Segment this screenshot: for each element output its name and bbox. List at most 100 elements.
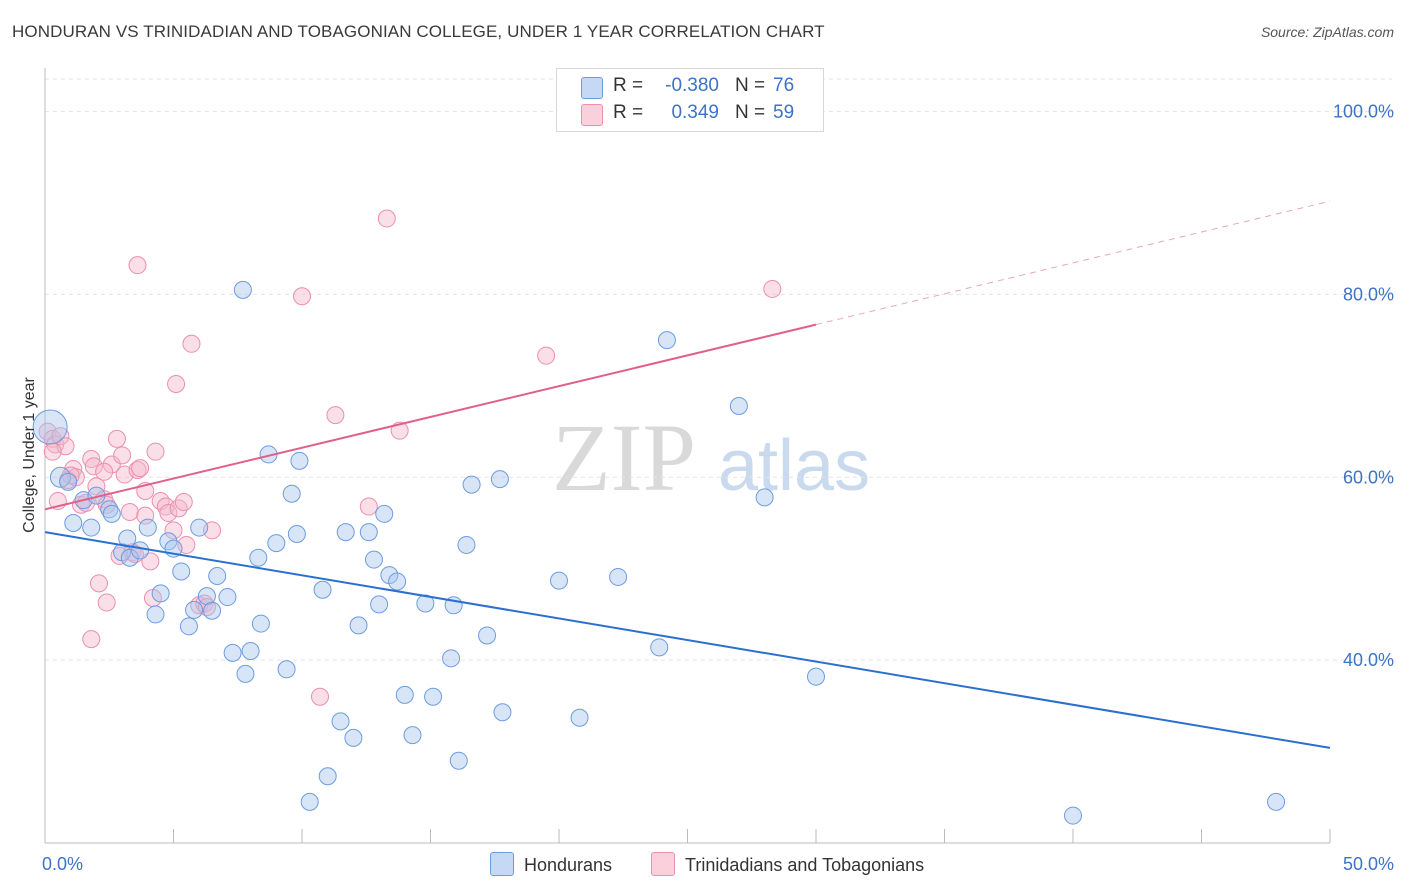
legend-n-label: N = xyxy=(735,102,766,123)
bottom-swatch-pink xyxy=(651,852,675,876)
trinidadian-points xyxy=(38,209,782,706)
data-point-honduran xyxy=(233,280,252,299)
data-point-trinidadian xyxy=(84,457,103,476)
legend-r-value: -0.380 xyxy=(665,75,719,96)
data-point-trinidadian xyxy=(537,346,556,365)
data-point-honduran xyxy=(313,580,332,599)
legend-r-value: 0.349 xyxy=(671,102,719,123)
legend-r-label: R = xyxy=(613,75,644,96)
data-point-honduran xyxy=(138,518,157,537)
data-point-honduran xyxy=(380,566,399,585)
watermark-zip: ZIP xyxy=(552,404,696,511)
data-point-honduran xyxy=(462,475,481,494)
data-point-honduran xyxy=(349,616,368,635)
legend-swatch-pink xyxy=(581,104,603,126)
data-point-honduran xyxy=(359,523,378,542)
data-point-honduran xyxy=(32,409,68,445)
data-point-honduran xyxy=(370,595,389,614)
legend-n-value: 76 xyxy=(773,75,795,96)
y-tick-label: 60.0% xyxy=(1343,467,1394,487)
data-point-honduran xyxy=(267,534,286,553)
bottom-legend-label: Hondurans xyxy=(524,855,613,875)
data-point-honduran xyxy=(236,664,255,683)
data-point-honduran xyxy=(657,331,676,350)
data-point-trinidadian xyxy=(174,492,193,511)
data-point-honduran xyxy=(218,588,237,607)
data-point-honduran xyxy=(64,514,83,532)
chart-title: HONDURAN VS TRINIDADIAN AND TOBAGONIAN C… xyxy=(12,22,825,41)
data-point-honduran xyxy=(550,571,568,590)
data-point-trinidadian xyxy=(82,450,101,468)
data-point-honduran xyxy=(416,594,435,613)
data-point-honduran xyxy=(82,518,101,537)
data-point-trinidadian xyxy=(167,375,186,394)
data-point-honduran xyxy=(287,524,306,543)
data-point-trinidadian xyxy=(141,552,160,571)
data-point-honduran xyxy=(146,605,165,624)
data-point-honduran xyxy=(1064,806,1082,825)
honduran-points xyxy=(32,280,1286,825)
data-point-trinidadian xyxy=(159,503,178,522)
data-point-trinidadian xyxy=(164,521,183,540)
data-point-honduran xyxy=(336,523,355,542)
data-point-trinidadian xyxy=(182,334,201,353)
stats-legend: R = -0.380 N = 76 R = 0.349 N = 59 xyxy=(556,68,824,132)
trend-line-trinidadians xyxy=(44,323,817,511)
data-point-honduran xyxy=(375,504,394,523)
watermark-atlas: atlas xyxy=(718,426,870,506)
data-point-honduran xyxy=(344,728,363,747)
data-point-honduran xyxy=(172,562,191,581)
data-point-honduran xyxy=(449,751,468,770)
legend-r-label: R = xyxy=(613,102,644,123)
data-point-trinidadian xyxy=(310,687,329,706)
data-point-honduran xyxy=(241,642,260,660)
data-point-honduran xyxy=(318,767,337,786)
data-point-honduran xyxy=(190,518,209,537)
data-point-honduran xyxy=(282,484,301,503)
bottom-legend-label: Trinidadians and Tobagonians xyxy=(685,855,925,875)
bottom-legend-hondurans: Hondurans xyxy=(490,852,612,876)
data-point-trinidadian xyxy=(97,593,116,612)
data-point-honduran xyxy=(807,667,825,686)
data-point-honduran xyxy=(442,649,461,668)
data-point-trinidadian xyxy=(102,455,121,474)
trend-line-trinidadians-extension xyxy=(815,200,1331,326)
data-point-trinidadian xyxy=(107,429,126,448)
data-point-honduran xyxy=(364,550,383,569)
data-point-honduran xyxy=(403,726,422,745)
bottom-swatch-blue xyxy=(490,852,514,876)
x-tick-min: 0.0% xyxy=(42,854,83,874)
data-point-honduran xyxy=(249,548,268,567)
data-point-honduran xyxy=(151,584,170,603)
data-point-trinidadian xyxy=(51,427,70,446)
y-tick-labels: 40.0% 60.0% 80.0% 100.0% xyxy=(1333,102,1394,671)
data-point-honduran xyxy=(203,601,222,620)
trend-line-hondurans xyxy=(44,531,1331,749)
data-point-honduran xyxy=(478,626,497,645)
legend-n-value: 59 xyxy=(773,102,795,123)
data-point-honduran xyxy=(120,548,139,567)
data-point-trinidadian xyxy=(146,442,165,461)
data-point-trinidadian xyxy=(89,574,108,593)
data-point-honduran xyxy=(290,451,309,470)
bottom-legend-trinidadians: Trinidadians and Tobagonians xyxy=(651,852,924,876)
x-tick-max: 50.0% xyxy=(1343,854,1394,874)
y-axis-label: College, Under 1 year xyxy=(21,377,38,533)
data-point-trinidadian xyxy=(326,406,345,425)
data-point-honduran xyxy=(609,567,628,586)
legend-n-label: N = xyxy=(735,75,766,96)
data-point-trinidadian xyxy=(128,460,147,479)
data-point-honduran xyxy=(457,535,476,554)
data-point-trinidadian xyxy=(293,287,311,306)
data-point-honduran xyxy=(331,712,350,731)
data-point-honduran xyxy=(388,572,407,591)
trend-lines xyxy=(44,200,1331,749)
data-point-honduran xyxy=(131,541,150,560)
data-point-honduran xyxy=(179,617,198,636)
data-point-honduran xyxy=(300,792,319,811)
data-point-honduran xyxy=(102,504,121,523)
data-point-honduran xyxy=(490,470,509,489)
data-point-honduran xyxy=(277,660,296,679)
y-tick-label: 100.0% xyxy=(1333,102,1394,122)
